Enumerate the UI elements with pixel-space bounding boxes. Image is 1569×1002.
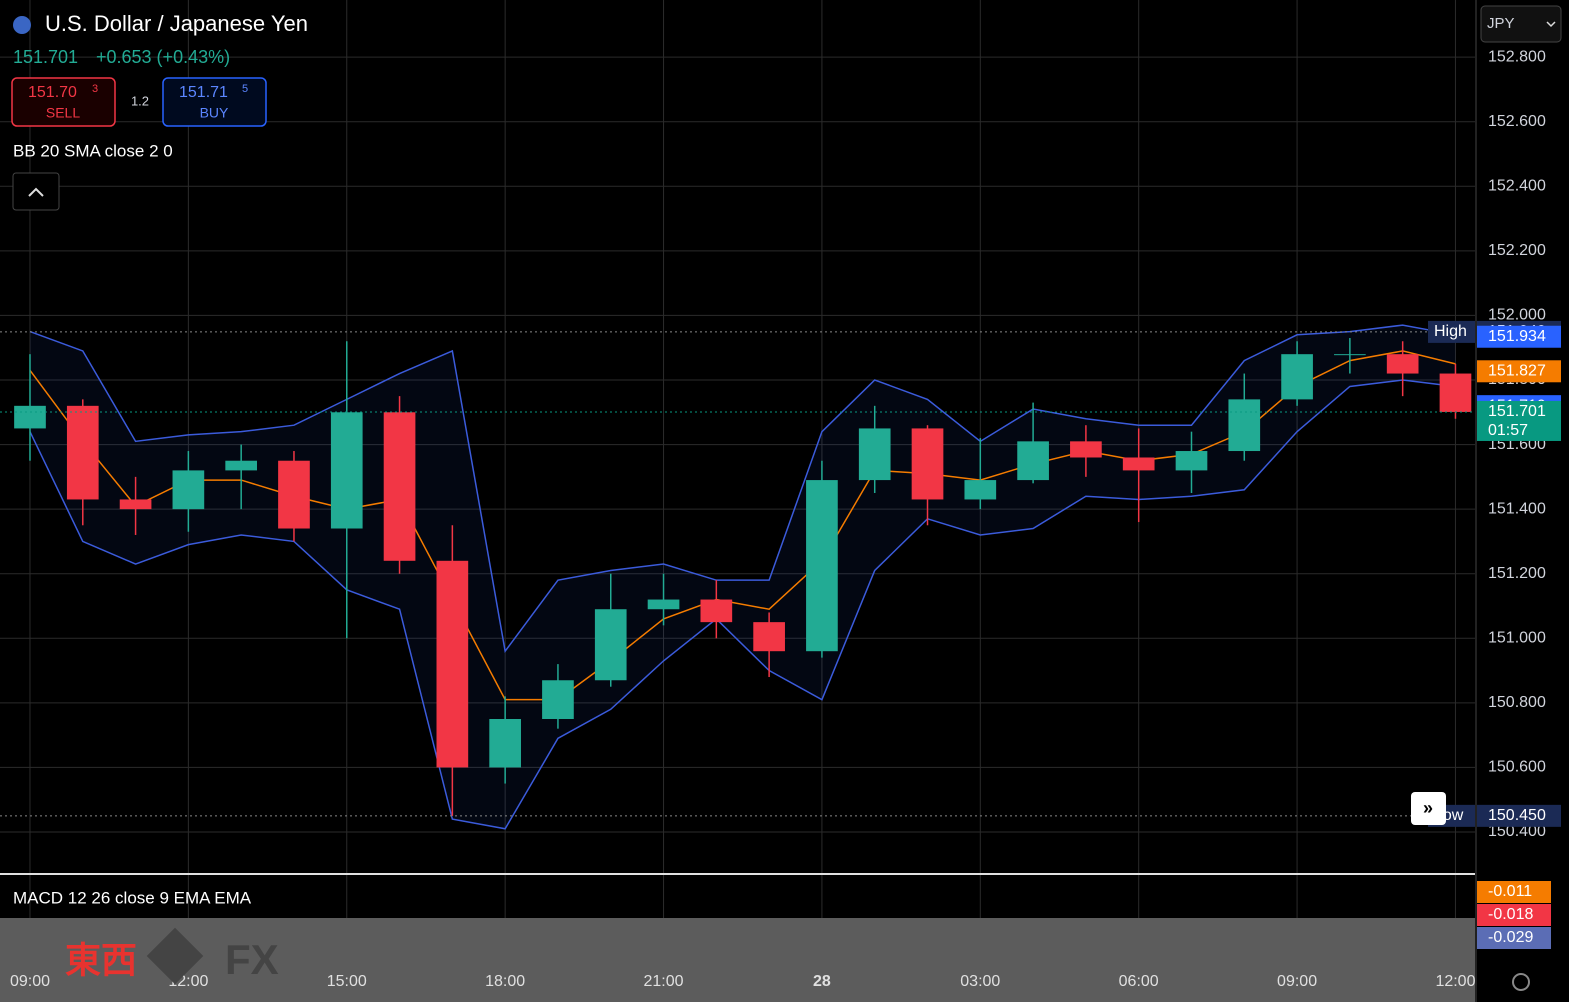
watermark-cjk: 東西 [65,940,137,981]
y-tick-label: 151.200 [1488,565,1546,582]
last-price: 151.701 [13,47,78,67]
candle-body [14,405,46,429]
sell-button[interactable] [11,77,116,127]
candle-body [66,405,99,500]
candle-body [383,412,416,561]
candle-body [1122,457,1155,471]
candle-body [1439,373,1472,412]
candle-body [1334,354,1366,356]
y-tick-label: 152.200 [1488,242,1546,259]
collapse-button[interactable] [12,172,60,211]
price-label-box [1477,360,1561,383]
macd-label-box [1477,904,1551,926]
countdown: 01:57 [1488,422,1528,439]
candle-body [806,480,838,652]
candle-body [172,470,205,510]
macd-label: -0.011 [1488,883,1532,900]
candle-body [489,718,521,768]
macd-label: MACD 12 26 close 9 EMA EMA [13,888,252,907]
candle-body [1070,441,1102,458]
scroll-icon[interactable]: » [1423,798,1433,818]
spread: 1.2 [131,93,149,108]
price-label: 150.450 [1488,807,1546,824]
candle-body [700,599,733,623]
price-label: 151.827 [1488,363,1546,380]
candle-body [1017,441,1049,481]
candle-body [1228,399,1261,452]
candle-body [278,460,310,529]
scroll-button[interactable] [1411,792,1446,825]
x-tick-label: 15:00 [327,973,367,990]
y-tick-label: 151.000 [1488,630,1546,647]
y-tick-label: 150.600 [1488,759,1546,776]
y-tick-label: 151.400 [1488,500,1546,517]
candle-body [330,412,363,529]
buy-label[interactable]: BUY [200,105,229,121]
candle-body [1175,451,1208,471]
band-line [29,350,1456,701]
buy-price[interactable]: 151.71 [179,84,228,101]
price-tag-box [1428,320,1475,343]
symbol: U.S. Dollar / Japanese Yen [45,11,308,36]
price-label: 151.934 [1488,328,1546,345]
candle-body [1386,354,1419,374]
y-tick-label: 152.000 [1488,307,1546,324]
x-tick-label: 03:00 [960,973,1000,990]
band-line [29,379,1456,830]
candle-body [858,428,891,481]
x-tick-label: 18:00 [485,973,525,990]
y-tick-label: 152.600 [1488,113,1546,130]
candle-body [594,609,627,681]
price-label: 151.701 [1488,403,1546,420]
macd-label: -0.018 [1488,906,1533,923]
band-line [29,324,1456,654]
sell-price[interactable]: 151.70 [28,84,77,101]
price-tag: High [1434,323,1467,340]
buy-pip[interactable]: 5 [242,83,248,95]
watermark-fx: FX [225,936,279,983]
candle-body [647,599,680,610]
x-tick-label: 09:00 [10,973,50,990]
y-tick-label: 152.800 [1488,48,1546,65]
sell-label[interactable]: SELL [46,105,80,121]
candle-body [542,680,574,719]
overlay [0,918,1475,1002]
candle-body [1281,354,1313,400]
y-tick-label: 150.400 [1488,823,1546,840]
x-tick-label: 28 [813,973,831,990]
x-tick-label: 06:00 [1119,973,1159,990]
indicator-label: BB 20 SMA close 2 0 [13,141,173,160]
flag-icon [13,16,31,34]
settings-icon[interactable] [1512,973,1530,991]
buy-button[interactable] [162,77,267,127]
candle-body [964,480,997,500]
macd-label-box [1477,927,1551,949]
candle-body [436,560,469,768]
y-tick-label: 152.400 [1488,178,1546,195]
candle-body [911,428,944,500]
price-label-box [1477,400,1561,441]
change: +0.653 (+0.43%) [96,47,230,67]
macd-label-box [1477,881,1551,903]
collapse-icon[interactable] [28,187,44,197]
dropdown-icon[interactable] [1546,21,1556,28]
x-tick-label: 09:00 [1277,973,1317,990]
candle-body [119,499,152,510]
sell-pip[interactable]: 3 [92,83,98,95]
price-label-box [1477,804,1561,827]
candle-body [753,622,785,652]
currency-select[interactable] [1480,5,1562,43]
candle-body [225,460,258,471]
currency[interactable]: JPY [1487,15,1515,32]
price-label-box [1477,325,1561,348]
x-tick-label: 21:00 [644,973,684,990]
y-tick-label: 150.800 [1488,694,1546,711]
macd-label: -0.029 [1488,929,1533,946]
plot [0,324,1475,830]
x-tick-label: 12:00 [1435,973,1475,990]
